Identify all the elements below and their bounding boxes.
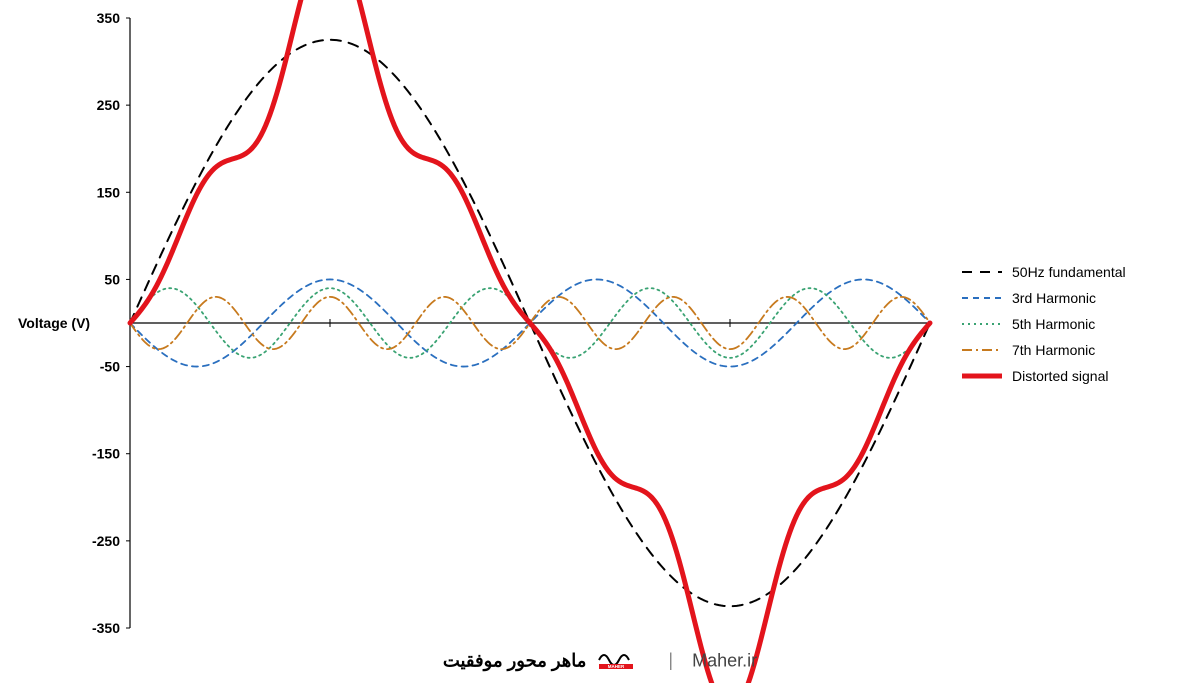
legend-item-distorted: Distorted signal xyxy=(960,367,1126,385)
footer-persian-text: ماهر محور موفقیت xyxy=(443,650,587,670)
svg-text:150: 150 xyxy=(97,184,121,200)
footer: ماهر محور موفقیت MAHER | Maher.ir xyxy=(0,648,1200,675)
legend-label-h3: 3rd Harmonic xyxy=(1012,290,1096,306)
legend-swatch-fundamental xyxy=(960,263,1004,281)
svg-text:-50: -50 xyxy=(100,359,120,375)
legend-label-distorted: Distorted signal xyxy=(1012,368,1109,384)
chart-stage: -350 -250 -150 -50 50 150 250 350 Voltage (V) 50… xyxy=(0,0,1200,683)
series-distorted xyxy=(130,0,930,683)
legend-swatch-h7 xyxy=(960,341,1004,359)
legend-item-fundamental: 50Hz fundamental xyxy=(960,263,1126,281)
svg-text:350: 350 xyxy=(97,10,121,26)
svg-text:-350: -350 xyxy=(92,620,120,636)
legend-item-h7: 7th Harmonic xyxy=(960,341,1126,359)
legend-swatch-h5 xyxy=(960,315,1004,333)
legend-label-fundamental: 50Hz fundamental xyxy=(1012,264,1126,280)
svg-text:Voltage (V): Voltage (V) xyxy=(18,315,90,331)
footer-separator: | xyxy=(668,650,673,670)
footer-logo: MAHER xyxy=(597,648,643,675)
legend: 50Hz fundamental 3rd Harmonic 5th Harmonic… xyxy=(960,255,1126,393)
svg-text:-150: -150 xyxy=(92,446,120,462)
legend-item-h5: 5th Harmonic xyxy=(960,315,1126,333)
legend-label-h7: 7th Harmonic xyxy=(1012,342,1095,358)
svg-text:50: 50 xyxy=(104,271,120,287)
svg-text:MAHER: MAHER xyxy=(608,664,625,669)
legend-item-h3: 3rd Harmonic xyxy=(960,289,1126,307)
footer-brand-text: Maher.ir xyxy=(692,650,757,670)
legend-label-h5: 5th Harmonic xyxy=(1012,316,1095,332)
svg-text:-250: -250 xyxy=(92,533,120,549)
svg-text:250: 250 xyxy=(97,97,121,113)
legend-swatch-distorted xyxy=(960,367,1004,385)
legend-swatch-h3 xyxy=(960,289,1004,307)
